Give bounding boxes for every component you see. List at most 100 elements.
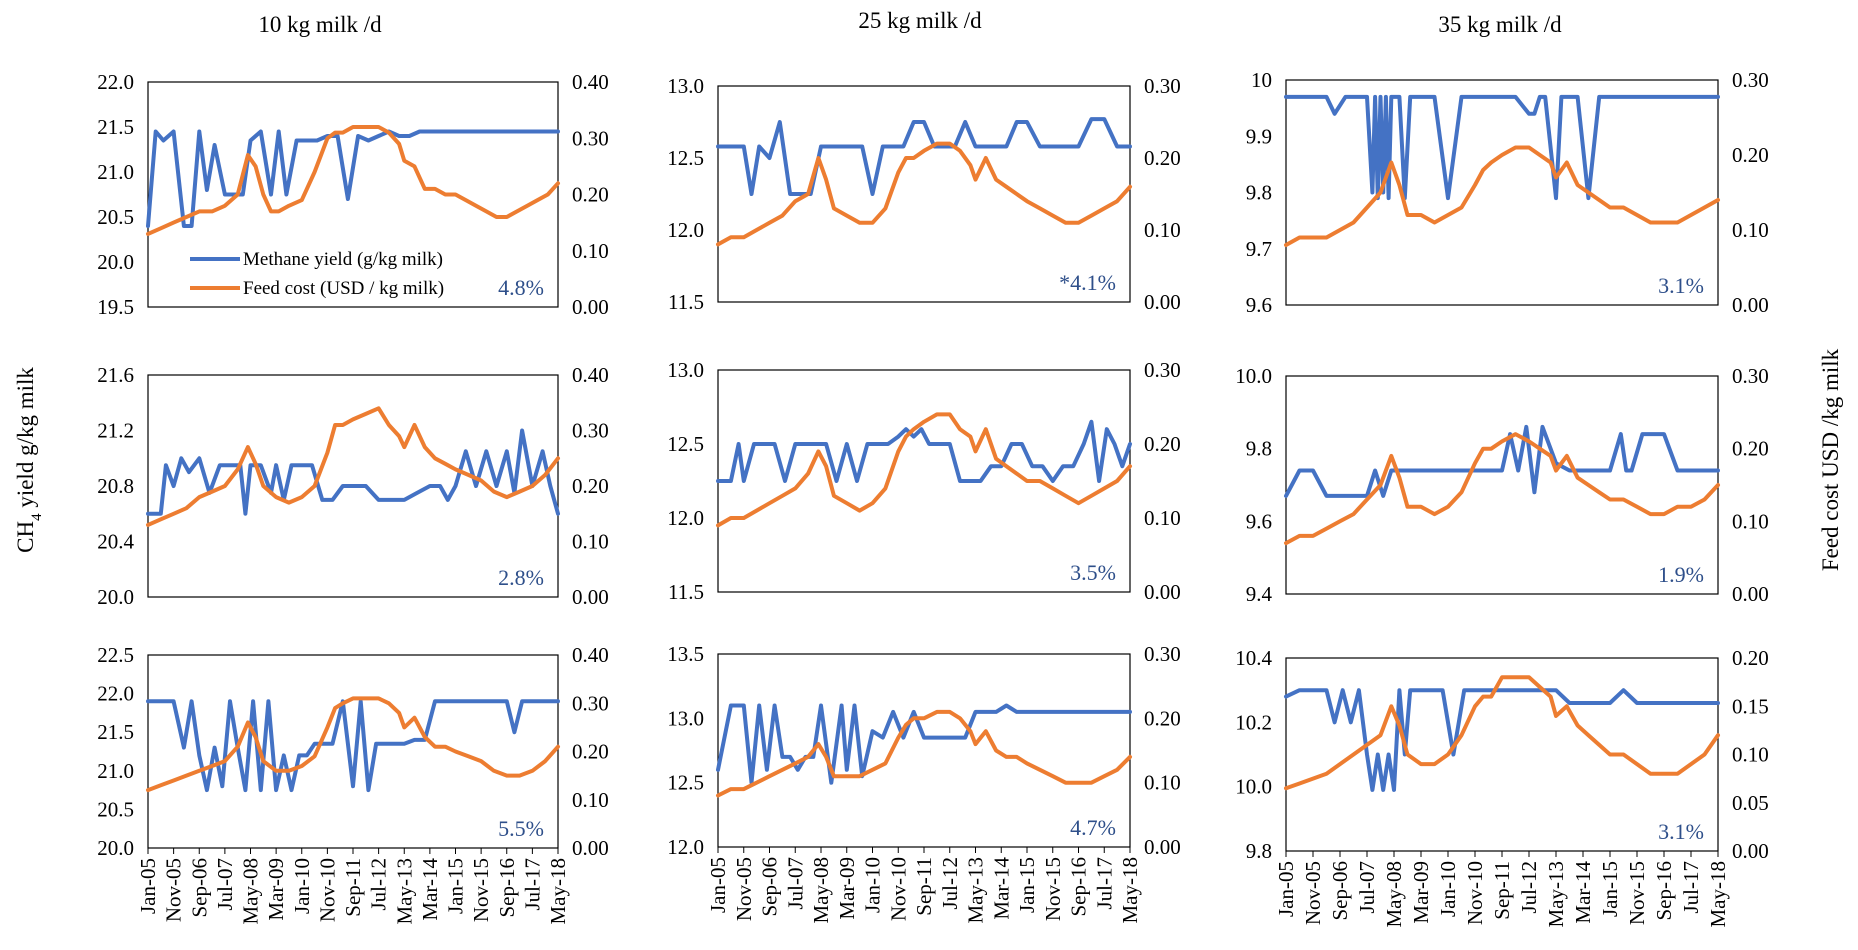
y2-tick-label: 0.40: [572, 70, 609, 94]
panel-r3c1: 20.0 20.5 21.0 21.5 22.0 22.5 0.00 0.10 0.20 0.30…: [97, 643, 609, 925]
x-tick-label: Nov-10: [1463, 861, 1487, 925]
y2-tick-label: 0.30: [1144, 74, 1181, 98]
y-tick-label: 13.0: [667, 358, 704, 382]
y2-tick-label: 0.30: [1144, 642, 1181, 666]
y-tick-label: 20.0: [97, 250, 134, 274]
x-tick-label: Jan-05: [136, 858, 160, 914]
plot-frame: [717, 369, 1131, 593]
y2-tick-label: 0.00: [572, 295, 609, 319]
y2-tick-label: 0.10: [572, 788, 609, 812]
feed-cost-series-line: [146, 125, 560, 236]
y2-tick-label: 0.20: [1732, 143, 1769, 167]
y-tick-label: 9.7: [1246, 237, 1272, 261]
y-tick-label: 9.6: [1246, 293, 1272, 317]
x-tick-label: Jan-10: [290, 858, 314, 914]
y-tick-label: 13.0: [667, 74, 704, 98]
plot-frame: [717, 85, 1131, 303]
plot-frame: [147, 81, 559, 308]
methane-series-line: [716, 117, 1132, 196]
y2-tick-label: 0.30: [572, 126, 609, 150]
methane-series-line: [146, 428, 560, 516]
x-tick-label: Nov-05: [732, 857, 756, 921]
y-tick-label: 20.5: [97, 205, 134, 229]
y-tick-label: 19.5: [97, 295, 134, 319]
x-tick-label: Sep-16: [495, 858, 519, 918]
x-tick-label: Mar-09: [835, 857, 859, 920]
x-tick-label: Nov-05: [162, 858, 186, 922]
y-tick-label: 21.5: [97, 720, 134, 744]
y2-tick-label: 0.10: [572, 239, 609, 263]
y2-tick-label: 0.30: [1732, 68, 1769, 92]
x-tick-label: Jan-10: [1436, 861, 1460, 917]
y2-tick-label: 0.20: [1144, 432, 1181, 456]
methane-series-line: [716, 419, 1132, 483]
y-tick-label: 9.8: [1246, 839, 1272, 863]
y-tick-label: 20.0: [97, 836, 134, 860]
y-tick-label: 12.0: [667, 506, 704, 530]
x-tick-label: May-13: [392, 858, 416, 925]
x-tick-label: Sep-16: [1652, 861, 1676, 921]
y-tick-label: 22.5: [97, 643, 134, 667]
x-tick-label: Jan-05: [706, 857, 730, 913]
x-tick-label: Jul-07: [213, 858, 237, 911]
y2-tick-label: 0.30: [572, 419, 609, 443]
y-tick-label: 12.5: [667, 771, 704, 795]
y2-tick-label: 0.10: [1144, 218, 1181, 242]
x-tick-label: Jan-10: [861, 857, 885, 913]
methane-series-line: [716, 703, 1132, 785]
y-tick-label: 10: [1251, 68, 1272, 92]
methane-series-line: [146, 699, 560, 793]
y-tick-label: 10.4: [1235, 646, 1272, 670]
methane-series-line: [1284, 424, 1720, 498]
y-tick-label: 13.0: [667, 706, 704, 730]
x-tick-label: Jul-17: [1092, 857, 1116, 910]
feed-cost-series-line: [146, 406, 560, 527]
methane-series-line: [1284, 94, 1720, 201]
y-tick-label: 10.0: [1235, 775, 1272, 799]
x-tick-label: Nov-10: [315, 858, 339, 922]
y2-tick-label: 0.10: [1732, 509, 1769, 533]
y2-tick-label: 0.20: [1144, 146, 1181, 170]
y2-tick-label: 0.10: [572, 530, 609, 554]
y-tick-label: 12.5: [667, 146, 704, 170]
panel-r1c2: 11.5 12.0 12.5 13.0 0.00 0.10 0.20 0.30 *4.1%: [667, 74, 1181, 314]
x-tick-label: Sep-06: [758, 857, 782, 917]
y2-tick-label: 0.00: [572, 585, 609, 609]
y-tick-label: 21.5: [97, 115, 134, 139]
percent-annotation: 1.9%: [1658, 562, 1704, 587]
y-tick-label: 12.0: [667, 835, 704, 859]
y-tick-label: 21.6: [97, 363, 134, 387]
feed-cost-series-line: [1284, 432, 1720, 546]
percent-annotation: 4.7%: [1070, 815, 1116, 840]
x-tick-label: Jul-17: [520, 858, 544, 911]
y2-tick-label: 0.15: [1732, 694, 1769, 718]
y-tick-label: 22.0: [97, 682, 134, 706]
x-tick-label: Nov-15: [469, 858, 493, 922]
x-tick-label: May-13: [1544, 861, 1568, 928]
feed-cost-series-line: [716, 412, 1132, 528]
methane-series-line: [1284, 688, 1720, 792]
x-tick-label: Jan-15: [444, 858, 468, 914]
y2-tick-label: 0.05: [1732, 791, 1769, 815]
y2-tick-label: 0.30: [1732, 364, 1769, 388]
x-tick-label: Jul-12: [367, 858, 391, 911]
y2-tick-label: 0.40: [572, 363, 609, 387]
y-tick-label: 9.4: [1246, 582, 1273, 606]
feed-cost-series-line: [146, 696, 560, 793]
y-tick-label: 10.2: [1235, 710, 1272, 734]
x-tick-label: May-18: [546, 858, 570, 925]
y2-tick-label: 0.00: [572, 836, 609, 860]
x-tick-label: Mar-14: [989, 857, 1013, 920]
y-tick-label: 20.4: [97, 530, 134, 554]
plot-frame: [1285, 79, 1719, 306]
y2-tick-label: 0.20: [1732, 437, 1769, 461]
legend-feed-label: Feed cost (USD / kg milk): [243, 278, 444, 299]
y-tick-label: 20.5: [97, 797, 134, 821]
percent-annotation: 4.8%: [498, 275, 544, 300]
panels: 19.5 20.0 20.5 21.0 21.5 22.0 0.00 0.10 0.20 0.30…: [97, 68, 1769, 928]
x-tick-label: May-13: [964, 857, 988, 924]
x-tick-label: Sep-16: [1067, 857, 1091, 917]
x-tick-label: Jan-15: [1598, 861, 1622, 917]
col-title-35kg: 35 kg milk /d: [1438, 12, 1562, 37]
